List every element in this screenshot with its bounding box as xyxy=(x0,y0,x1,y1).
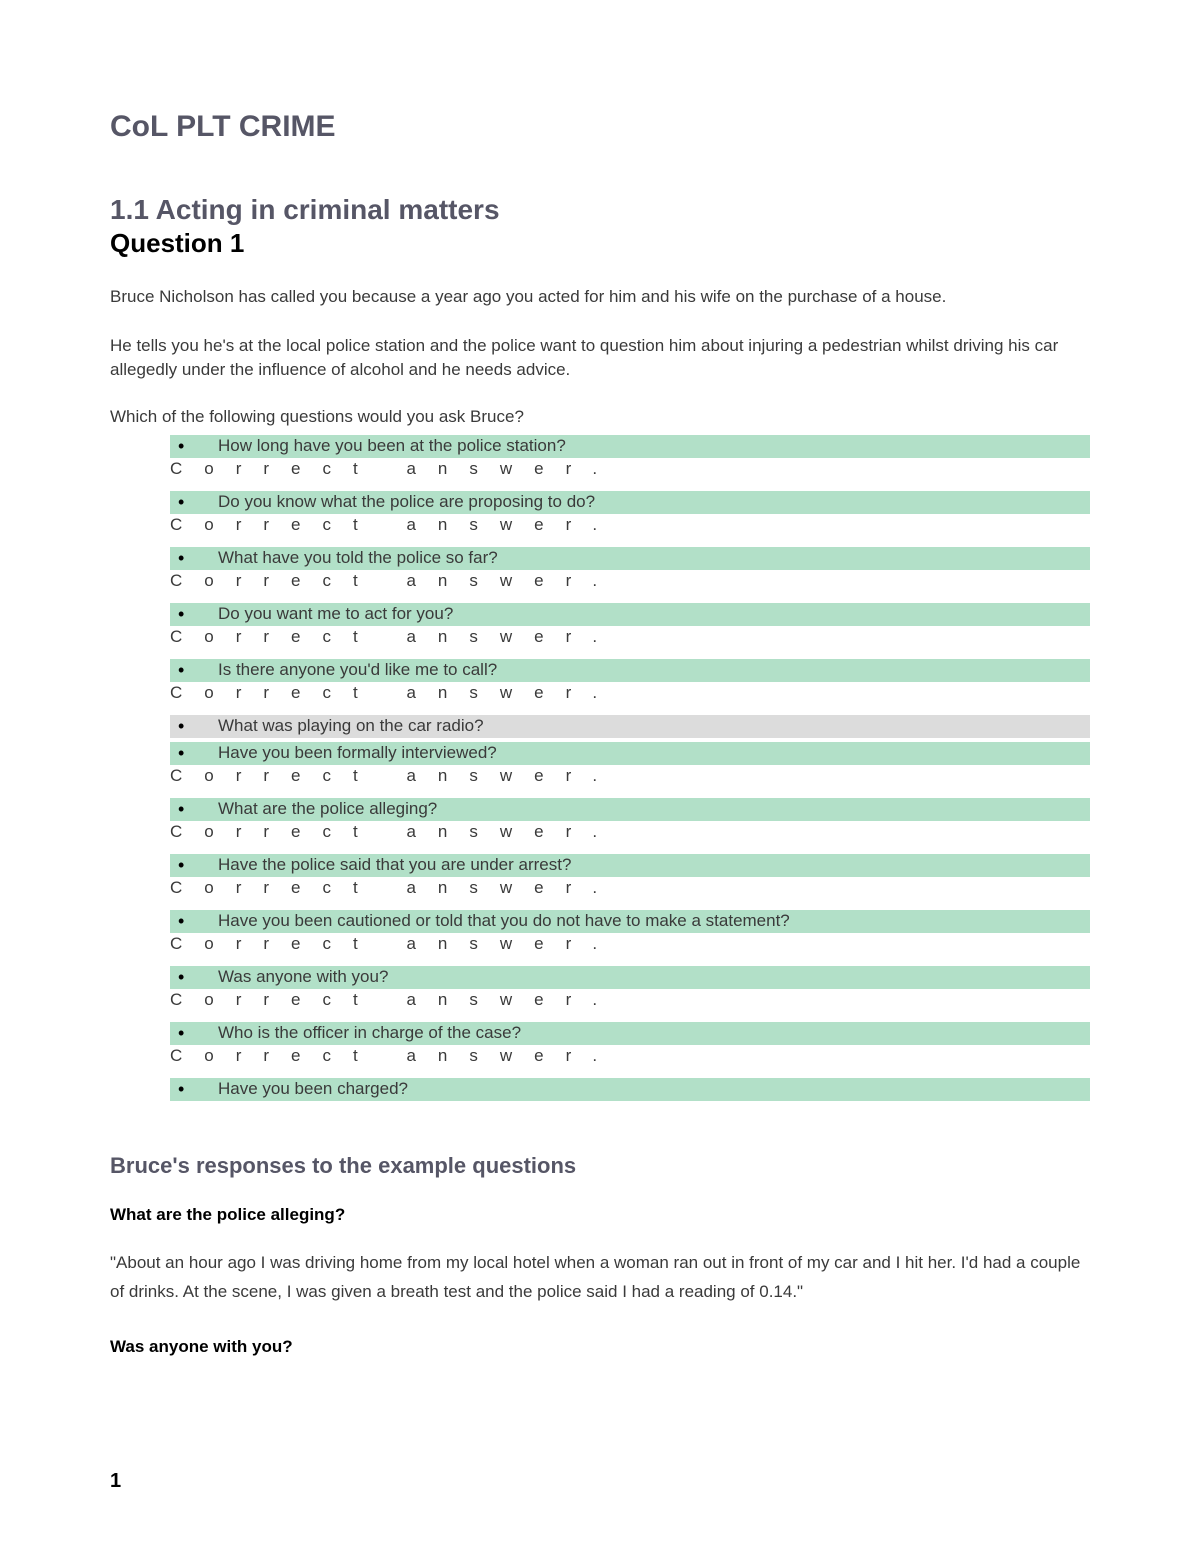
answer-text: Was anyone with you? xyxy=(218,967,1090,987)
answer-text: What was playing on the car radio? xyxy=(218,716,1090,736)
answer-option: •Who is the officer in charge of the cas… xyxy=(170,1022,1090,1045)
page-number: 1 xyxy=(110,1470,121,1493)
intro-paragraph-2: He tells you he's at the local police st… xyxy=(110,334,1090,383)
intro-paragraph-1: Bruce Nicholson has called you because a… xyxy=(110,285,1090,310)
responses-heading: Bruce's responses to the example questio… xyxy=(110,1153,1090,1179)
question-prompt: Which of the following questions would y… xyxy=(110,407,1090,427)
response-answer: "About an hour ago I was driving home fr… xyxy=(110,1249,1090,1307)
answer-option: •Have you been charged? xyxy=(170,1078,1090,1101)
answer-option: •Was anyone with you? xyxy=(170,966,1090,989)
bullet-icon: • xyxy=(170,799,218,820)
bullet-icon: • xyxy=(170,967,218,988)
bullet-icon: • xyxy=(170,436,218,457)
answer-option: •Do you know what the police are proposi… xyxy=(170,491,1090,514)
answer-feedback: Correct answer. xyxy=(170,1045,1090,1078)
bullet-icon: • xyxy=(170,855,218,876)
section-title: 1.1 Acting in criminal matters xyxy=(110,194,1090,226)
response-question: What are the police alleging? xyxy=(110,1205,1090,1225)
bullet-icon: • xyxy=(170,716,218,737)
answer-text: What are the police alleging? xyxy=(218,799,1090,819)
answer-feedback: Correct answer. xyxy=(170,626,1090,659)
answer-feedback: Correct answer. xyxy=(170,933,1090,966)
bullet-icon: • xyxy=(170,1079,218,1100)
answer-text: Have you been formally interviewed? xyxy=(218,743,1090,763)
answer-option: •What was playing on the car radio? xyxy=(170,715,1090,738)
bullet-icon: • xyxy=(170,604,218,625)
answer-text: Who is the officer in charge of the case… xyxy=(218,1023,1090,1043)
answer-option: •What are the police alleging? xyxy=(170,798,1090,821)
answer-text: Do you know what the police are proposin… xyxy=(218,492,1090,512)
answer-option: •Do you want me to act for you? xyxy=(170,603,1090,626)
bullet-icon: • xyxy=(170,743,218,764)
question-title: Question 1 xyxy=(110,228,1090,259)
document-title: CoL PLT CRIME xyxy=(110,110,1090,144)
answers-list: •How long have you been at the police st… xyxy=(170,435,1090,1101)
response-question: Was anyone with you? xyxy=(110,1337,1090,1357)
answer-text: What have you told the police so far? xyxy=(218,548,1090,568)
answer-text: Is there anyone you'd like me to call? xyxy=(218,660,1090,680)
answer-text: Have you been charged? xyxy=(218,1079,1090,1099)
answer-option: •How long have you been at the police st… xyxy=(170,435,1090,458)
answer-text: Have the police said that you are under … xyxy=(218,855,1090,875)
responses-section: What are the police alleging? "About an h… xyxy=(110,1205,1090,1357)
bullet-icon: • xyxy=(170,492,218,513)
answer-option: •What have you told the police so far? xyxy=(170,547,1090,570)
bullet-icon: • xyxy=(170,660,218,681)
answer-text: How long have you been at the police sta… xyxy=(218,436,1090,456)
bullet-icon: • xyxy=(170,911,218,932)
bullet-icon: • xyxy=(170,1023,218,1044)
answer-feedback: Correct answer. xyxy=(170,989,1090,1022)
bullet-icon: • xyxy=(170,548,218,569)
answer-feedback: Correct answer. xyxy=(170,877,1090,910)
answer-feedback: Correct answer. xyxy=(170,765,1090,798)
answer-option: •Is there anyone you'd like me to call? xyxy=(170,659,1090,682)
document-page: CoL PLT CRIME 1.1 Acting in criminal mat… xyxy=(0,0,1200,1553)
answer-feedback: Correct answer. xyxy=(170,514,1090,547)
answer-text: Do you want me to act for you? xyxy=(218,604,1090,624)
answer-text: Have you been cautioned or told that you… xyxy=(218,911,1090,931)
answer-option: •Have you been formally interviewed? xyxy=(170,742,1090,765)
answer-option: •Have the police said that you are under… xyxy=(170,854,1090,877)
answer-feedback: Correct answer. xyxy=(170,682,1090,715)
answer-feedback: Correct answer. xyxy=(170,821,1090,854)
answer-option: •Have you been cautioned or told that yo… xyxy=(170,910,1090,933)
answer-feedback: Correct answer. xyxy=(170,458,1090,491)
answer-feedback: Correct answer. xyxy=(170,570,1090,603)
